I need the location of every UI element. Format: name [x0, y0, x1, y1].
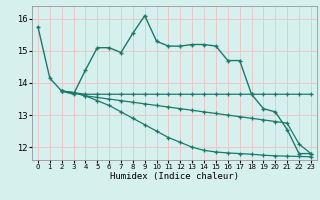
X-axis label: Humidex (Indice chaleur): Humidex (Indice chaleur)	[110, 172, 239, 181]
